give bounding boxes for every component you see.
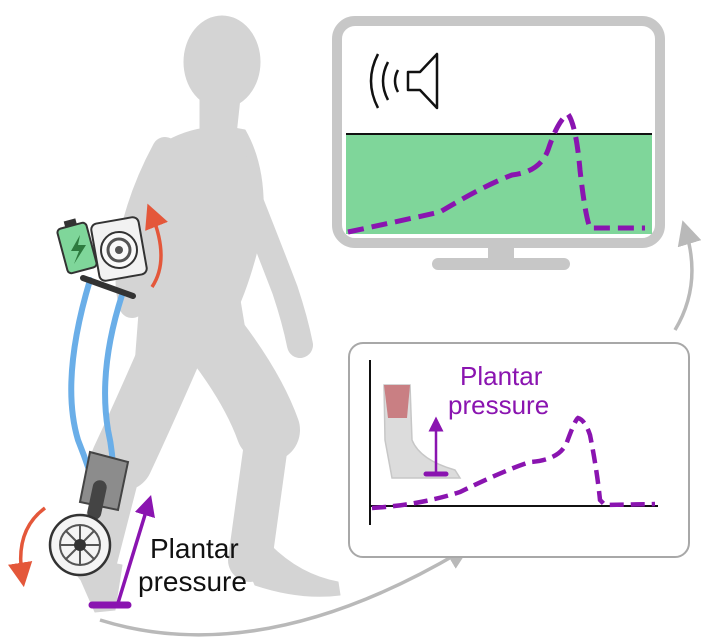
ankle-rotation-arrow [8, 506, 47, 588]
monitor-pressure-curve [347, 110, 645, 235]
monitor-stand [488, 244, 514, 260]
foot-pressure-label-line1: Plantar [150, 533, 239, 564]
hip-rotation-arrow [145, 203, 168, 288]
motor-icon [90, 216, 148, 282]
foot-pressure-indicator [88, 494, 155, 609]
ankle-pulley [48, 513, 112, 577]
panel-pressure-curve [371, 415, 656, 511]
speaker-sound-icon [369, 52, 439, 110]
sensing-panel [348, 342, 690, 558]
flow-arrow-foot-to-panel [99, 545, 471, 637]
panel-pressure-label-line2: pressure [448, 390, 549, 420]
shank-guard [78, 450, 130, 520]
human-silhouette [69, 15, 341, 613]
waist-strap [80, 275, 136, 299]
back-thigh [91, 299, 211, 491]
monitor-feedback-zone [346, 134, 652, 234]
head [183, 15, 261, 109]
front-arm [215, 132, 313, 358]
monitor-base [432, 258, 570, 270]
flow-arrow-panel-to-monitor [673, 220, 702, 331]
foot-pressure-label-line2: pressure [138, 566, 247, 597]
front-foot [237, 544, 341, 597]
panel-pressure-label-line1: Plantar [460, 361, 543, 391]
actuator-module [56, 216, 148, 299]
feedback-monitor [332, 16, 665, 270]
front-shin [228, 408, 290, 582]
